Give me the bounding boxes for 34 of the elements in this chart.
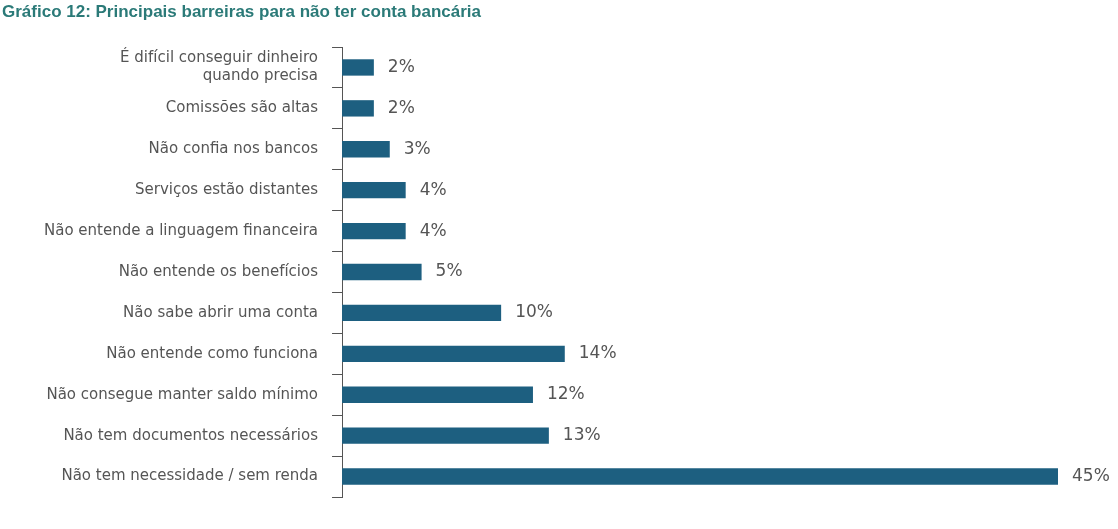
bar [342, 427, 549, 444]
y-tick-label: Não tem documentos necessários [63, 425, 319, 444]
bar [342, 468, 1058, 485]
y-tick-label: Não entende a linguagem financeira [43, 220, 319, 239]
data-label: 13% [562, 424, 601, 445]
bar [342, 304, 502, 322]
data-label: 3% [403, 137, 431, 158]
y-tick-label: Não confia nos bancos [148, 139, 319, 158]
data-label: 2% [387, 55, 415, 76]
data-label: 45% [1072, 464, 1110, 485]
y-tick-label: Não entende os benefícios [118, 261, 319, 280]
y-tick-label: Não tem necessidade / sem renda [61, 466, 319, 485]
bar [342, 263, 422, 281]
y-tick-label: É difícil conseguir dinheiro quando precisa [120, 47, 319, 85]
bar [342, 59, 374, 76]
data-label: 5% [435, 260, 463, 281]
bar [342, 100, 374, 117]
chart-title: Gráfico 12: Principais barreiras para não ter conta bancária [1, 1, 483, 23]
bar [342, 222, 406, 240]
data-label: 4% [419, 178, 447, 199]
data-label: 2% [387, 96, 415, 117]
data-label: 12% [546, 383, 585, 404]
bar [342, 386, 533, 403]
y-tick-label: Não entende como funciona [106, 343, 319, 362]
data-label: 10% [515, 301, 553, 322]
bar [342, 141, 390, 158]
y-tick-label: Comissões são altas [165, 98, 319, 117]
y-tick-label: Não consegue manter saldo mínimo [46, 384, 319, 403]
y-tick-label: Não sabe abrir uma conta [123, 302, 319, 321]
y-tick-label: Serviços estão distantes [134, 180, 319, 199]
data-label: 14% [578, 342, 617, 363]
data-label: 4% [419, 219, 447, 240]
bar [342, 345, 565, 362]
bar [342, 182, 406, 199]
